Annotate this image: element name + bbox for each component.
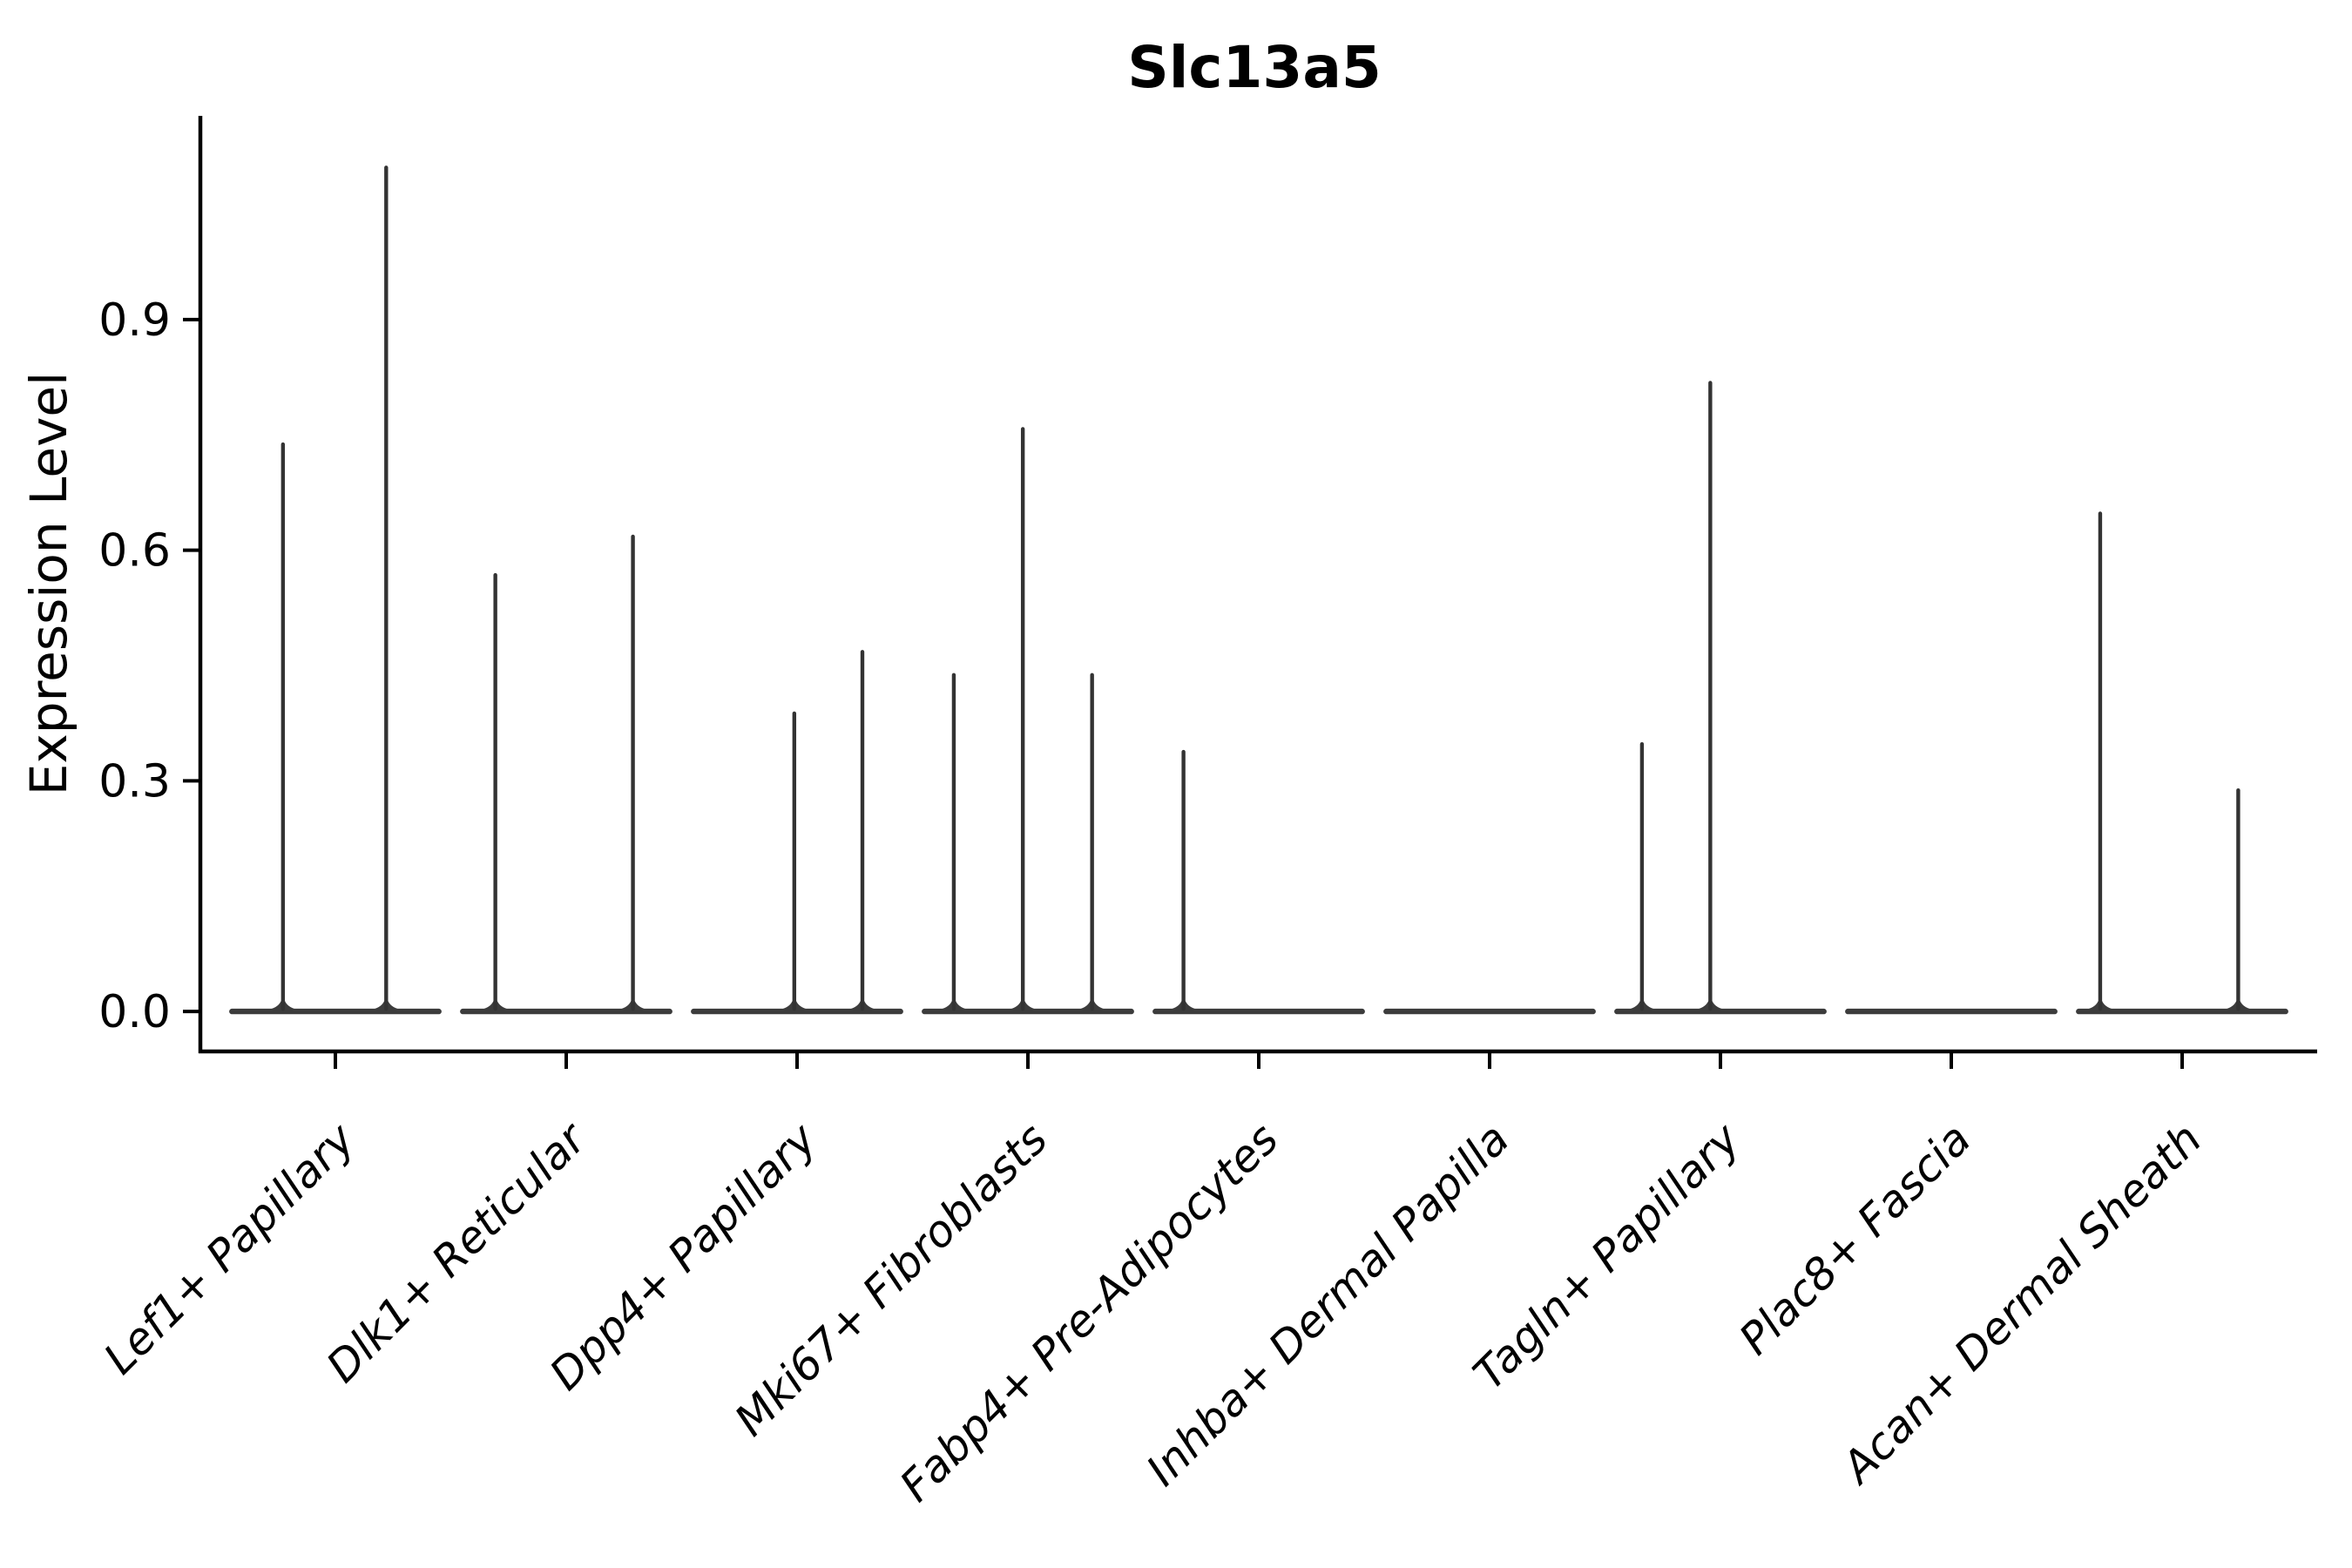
violin-body	[1845, 1008, 2058, 1015]
y-tick-label: 0.3	[98, 755, 171, 808]
chart-title: Slc13a5	[1127, 34, 1382, 101]
violin-body	[1383, 1008, 1596, 1015]
violin-body	[229, 1008, 442, 1015]
y-tick-label: 0.9	[98, 294, 171, 347]
violin-body	[1152, 1008, 1365, 1015]
y-axis-label: Expression Level	[19, 372, 78, 795]
x-tick-label: Plac8+ Fascia	[1730, 1113, 1981, 1364]
y-tick-label: 0.0	[98, 986, 171, 1038]
x-tick-label: Fabp4+ Pre-Adipocytes	[890, 1113, 1288, 1511]
x-tick-label: Lef1+ Papillary	[94, 1112, 365, 1383]
y-tick-label: 0.6	[98, 525, 171, 578]
